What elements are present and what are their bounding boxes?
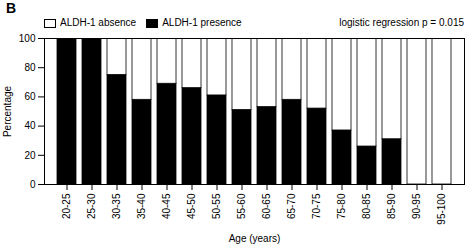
svg-text:Percentage: Percentage (2, 85, 13, 137)
svg-text:35-40: 35-40 (136, 193, 147, 219)
html-text:ALDH-1 presence: ALDH-1 presence (162, 17, 242, 28)
svg-text:40-45: 40-45 (161, 193, 172, 219)
svg-text:75-80: 75-80 (336, 193, 347, 219)
svg-text:45-50: 45-50 (186, 193, 197, 219)
svg-text:20: 20 (24, 150, 36, 161)
svg-text:50-55: 50-55 (211, 193, 222, 219)
svg-text:80: 80 (24, 62, 36, 73)
html-text:logistic regression p = 0.015: logistic regression p = 0.015 (339, 17, 464, 28)
svg-text:Age (years): Age (years) (229, 233, 281, 244)
html-text:B: B (6, 0, 17, 16)
svg-text:0: 0 (30, 179, 36, 190)
html-text:ALDH-1 absence: ALDH-1 absence (60, 17, 137, 28)
svg-text:60: 60 (24, 91, 36, 102)
svg-text:40: 40 (24, 120, 36, 131)
svg-text:80-85: 80-85 (361, 193, 372, 219)
svg-text:30-35: 30-35 (111, 193, 122, 219)
svg-text:95-100: 95-100 (436, 193, 447, 225)
svg-text:70-75: 70-75 (311, 193, 322, 219)
svg-text:20-25: 20-25 (61, 193, 72, 219)
svg-text:85-90: 85-90 (386, 193, 397, 219)
svg-text:65-70: 65-70 (286, 193, 297, 219)
svg-text:100: 100 (19, 33, 36, 44)
svg-text:25-30: 25-30 (86, 193, 97, 219)
svg-text:60-65: 60-65 (261, 193, 272, 219)
svg-text:90-95: 90-95 (411, 193, 422, 219)
svg-text:55-60: 55-60 (236, 193, 247, 219)
